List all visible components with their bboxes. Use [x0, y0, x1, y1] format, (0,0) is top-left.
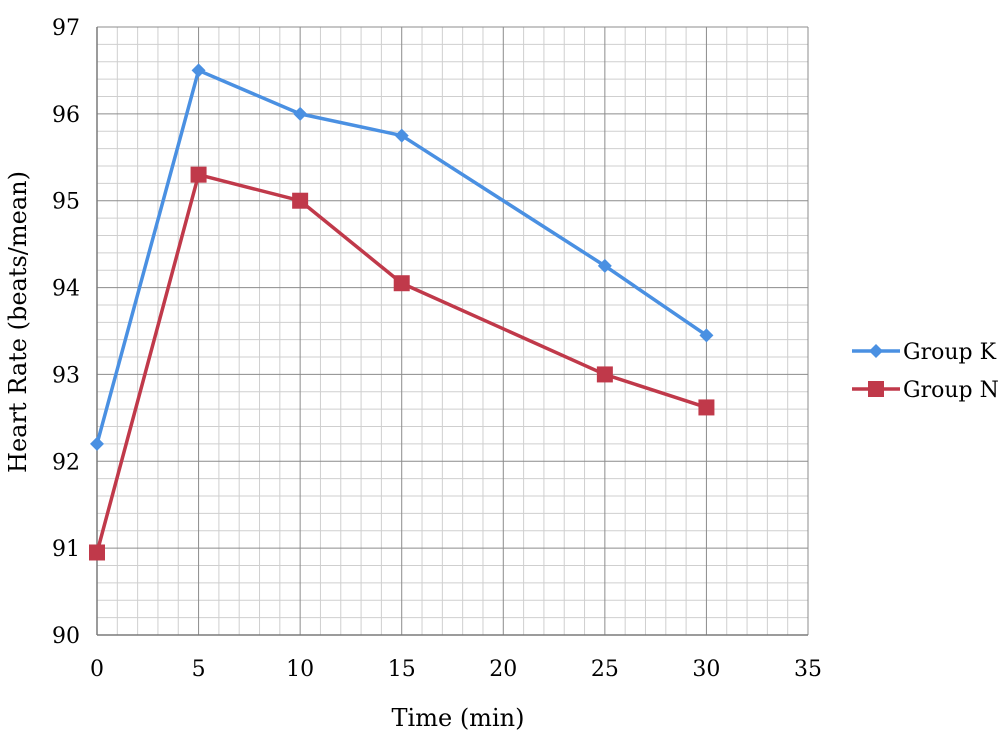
data-point — [90, 436, 104, 451]
x-tick-label: 20 — [489, 657, 517, 682]
series-line — [95, 68, 708, 445]
x-tick-label: 5 — [192, 657, 206, 682]
x-tick-label: 0 — [90, 657, 104, 682]
x-tick-label: 35 — [794, 657, 822, 682]
y-tick-labels: 90 91 92 93 94 95 96 97 — [52, 16, 80, 649]
y-tick-label: 90 — [52, 624, 80, 649]
axes — [96, 27, 808, 636]
minor-gridlines — [97, 27, 808, 635]
legend-item: Group K — [852, 340, 997, 365]
legend-label: Group K — [903, 340, 997, 365]
x-tick-label: 30 — [692, 657, 720, 682]
y-tick-label: 97 — [52, 16, 80, 41]
series-2 — [89, 166, 715, 561]
series-line — [95, 172, 707, 553]
y-tick-label: 91 — [52, 537, 80, 562]
data-point — [293, 106, 308, 121]
data-point — [394, 128, 409, 143]
y-tick-label: 93 — [52, 363, 80, 388]
data-point — [393, 275, 410, 292]
data-point — [89, 544, 105, 561]
x-tick-label: 10 — [286, 657, 314, 682]
y-axis-title: Heart Rate (beats/mean) — [4, 171, 32, 473]
data-point — [191, 63, 206, 78]
legend-marker — [869, 344, 883, 358]
legend-marker — [868, 381, 884, 397]
data-point — [596, 366, 613, 383]
series-1 — [90, 63, 714, 451]
data-point — [699, 328, 714, 343]
y-tick-label: 94 — [52, 277, 80, 302]
legend-item: Group N — [852, 378, 999, 403]
legend: Group K Group N — [852, 340, 999, 403]
data-point — [292, 192, 309, 209]
x-tick-label: 15 — [388, 657, 416, 682]
y-tick-label: 95 — [52, 190, 80, 215]
y-tick-label: 96 — [52, 103, 80, 128]
y-tick-label: 92 — [52, 450, 80, 475]
x-tick-labels: 0 5 10 15 20 25 30 35 — [90, 657, 822, 682]
data-point — [597, 258, 612, 273]
legend-label: Group N — [903, 378, 999, 403]
data-point — [190, 166, 207, 183]
x-axis-title: Time (min) — [392, 704, 525, 732]
x-tick-label: 25 — [591, 657, 619, 682]
series-layer — [89, 63, 715, 561]
data-point — [698, 399, 715, 416]
